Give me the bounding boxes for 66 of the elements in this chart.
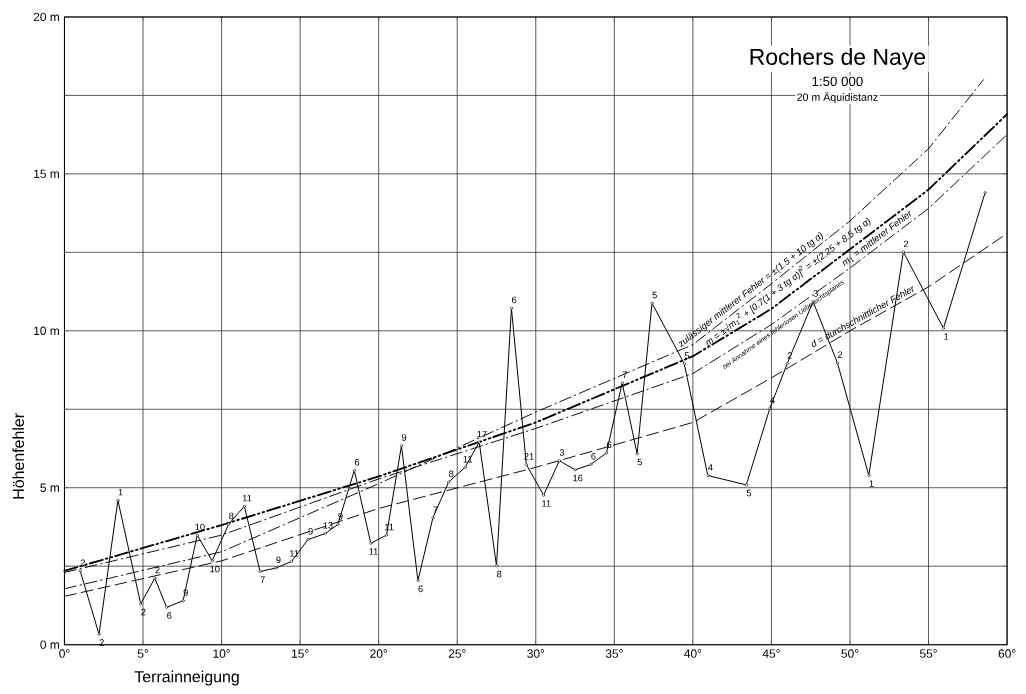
annotation: 9	[401, 433, 407, 441]
annotation: 9	[338, 512, 343, 520]
annotation: 2	[787, 352, 792, 359]
text: Rochers de Naye	[750, 47, 926, 70]
annotation: 11	[369, 547, 378, 555]
annotation: 8	[496, 570, 502, 578]
x-tick-label: 60°	[998, 649, 1016, 658]
annotation: 11	[542, 499, 551, 507]
x-tick-label: 40°	[684, 649, 702, 658]
annotation: 10	[210, 565, 220, 573]
annotation: 6	[354, 458, 360, 466]
annotation: 13	[323, 521, 333, 529]
x-tick-label: 55°	[919, 649, 937, 658]
x-tick-label: 25°	[448, 649, 466, 658]
annotation: 2	[99, 639, 104, 646]
text: 1:50 000	[812, 76, 863, 86]
annotation: 5	[637, 458, 642, 465]
x-tick-label: 10°	[213, 649, 230, 658]
x-tick-label: 5°	[137, 649, 149, 658]
annotation: 16	[573, 474, 583, 482]
annotation: 7	[622, 371, 627, 378]
annotation: 4	[708, 463, 713, 471]
annotation: 8	[449, 470, 454, 477]
annotation: 5	[652, 291, 657, 299]
annotation: 17	[477, 430, 487, 438]
annotation: 20 m Äquidistanz	[797, 91, 878, 103]
annotation: 2	[141, 608, 146, 616]
annotation: 7	[260, 576, 265, 583]
y-axis-title: Höhenfehler	[12, 412, 25, 499]
y-tick-label: 5 m	[40, 483, 59, 492]
annotation: 9	[308, 527, 313, 535]
annotation: 11	[290, 549, 299, 557]
x-tick-label: 30°	[527, 649, 545, 658]
x-tick-label: 45°	[762, 649, 780, 658]
annotation: 8	[229, 512, 234, 519]
annotation: 3	[559, 449, 565, 456]
x-axis-title: Terrainneigung	[134, 670, 239, 686]
annotation: 2	[903, 240, 909, 247]
y-tick-label: 0 m	[40, 640, 59, 649]
x-tick-label: 50°	[841, 649, 859, 658]
annotation: 5	[746, 489, 752, 497]
annotation: 11	[463, 455, 473, 463]
x-tick-label: 15°	[292, 649, 309, 658]
annotation: 1	[118, 488, 123, 496]
annotation: 6	[418, 585, 423, 592]
annotation: 6	[607, 441, 612, 448]
annotation: 6	[167, 612, 172, 619]
annotation: 11	[385, 523, 394, 530]
annotation: 7	[433, 506, 438, 513]
annotation: 9	[276, 556, 281, 563]
annotation: 6	[511, 296, 517, 304]
x-tick-label: 35°	[605, 649, 623, 658]
annotation: 1	[869, 480, 874, 487]
annotation: 2	[155, 566, 160, 573]
annotation: 1	[944, 332, 949, 340]
annotation: 5	[684, 352, 690, 359]
annotation: 10	[195, 523, 205, 530]
annotation: 2	[80, 559, 85, 566]
annotation: 2	[837, 351, 843, 358]
x-tick-label: 0°	[59, 649, 70, 658]
annotation: 6	[591, 452, 596, 460]
y-tick-label: 20 m	[33, 12, 59, 21]
annotation: 11	[242, 494, 252, 502]
y-tick-label: 15 m	[34, 169, 59, 178]
x-tick-label: 20°	[370, 649, 387, 658]
y-tick-label: 10 m	[34, 326, 59, 335]
